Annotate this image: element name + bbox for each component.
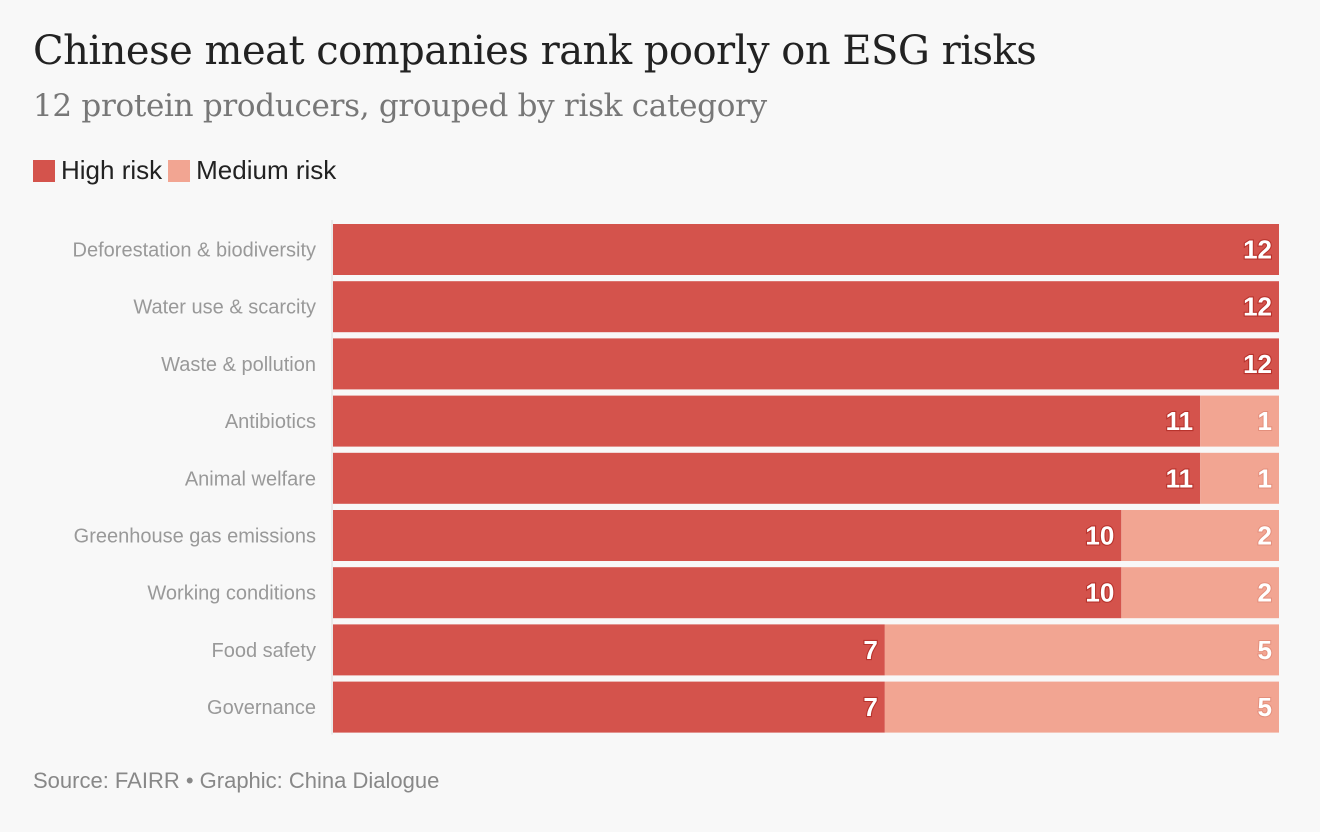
bar-high-risk [333, 510, 1122, 561]
legend-swatch-high [33, 159, 55, 182]
category-label: Greenhouse gas emissions [74, 526, 316, 548]
bar-high-risk [333, 395, 1201, 447]
legend-label-high: High risk [61, 155, 163, 185]
chart-title: Chinese meat companies rank poorly on ES… [33, 28, 1037, 74]
bar-medium-risk [1121, 567, 1279, 619]
bar-high-risk [333, 281, 1279, 333]
data-label-high: 7 [863, 692, 877, 722]
bar-medium-risk [884, 681, 1279, 733]
data-label-medium: 5 [1258, 635, 1272, 665]
data-label-high: 7 [863, 635, 877, 665]
category-label: Antibiotics [225, 411, 316, 433]
category-label: Food safety [211, 640, 316, 662]
bar-medium-risk [1200, 452, 1279, 504]
data-label-medium: 1 [1258, 406, 1272, 436]
legend: High risk Medium risk [33, 155, 336, 186]
data-label-high: 11 [1166, 406, 1194, 436]
source-note: Source: FAIRR • Graphic: China Dialogue [33, 768, 440, 793]
data-label-high: 10 [1085, 578, 1114, 608]
bar-medium-risk [1200, 395, 1279, 447]
category-label: Governance [207, 697, 316, 719]
bar-medium-risk [1121, 510, 1279, 561]
legend-item-high: High risk [33, 155, 162, 186]
data-label-high: 11 [1166, 463, 1194, 493]
data-label-medium: 2 [1258, 521, 1272, 551]
category-label: Waste & pollution [161, 354, 316, 376]
category-label: Working conditions [147, 583, 316, 605]
bar-medium-risk [884, 624, 1279, 676]
legend-label-medium: Medium risk [196, 155, 337, 185]
bar-high-risk [333, 224, 1279, 275]
legend-item-medium: Medium risk [168, 155, 336, 186]
data-label-high: 12 [1243, 235, 1272, 265]
bar-high-risk [333, 452, 1201, 504]
bar-high-risk [333, 338, 1279, 390]
category-label: Water use & scarcity [133, 297, 316, 319]
data-label-high: 12 [1243, 292, 1272, 322]
bar-high-risk [333, 567, 1122, 619]
legend-swatch-medium [168, 159, 191, 182]
category-label: Animal welfare [185, 468, 316, 490]
data-label-high: 12 [1243, 349, 1272, 379]
data-label-medium: 2 [1258, 578, 1272, 608]
data-label-high: 10 [1085, 521, 1114, 551]
bar-high-risk [333, 681, 885, 733]
data-label-medium: 5 [1258, 692, 1272, 722]
category-label: Deforestation & biodiversity [73, 240, 316, 262]
chart-subtitle: 12 protein producers, grouped by risk ca… [33, 88, 767, 124]
bar-high-risk [333, 624, 885, 676]
data-label-medium: 1 [1258, 463, 1272, 493]
